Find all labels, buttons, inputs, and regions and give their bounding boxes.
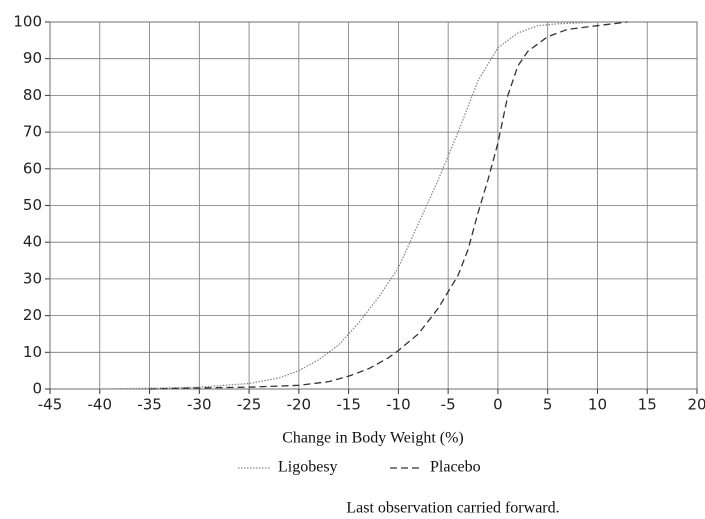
y-tick-label: 10 (23, 343, 42, 361)
y-tick-label: 60 (23, 159, 42, 177)
y-tick-label: 80 (23, 86, 42, 104)
x-tick-label: 5 (543, 396, 553, 414)
x-tick-label: 15 (638, 396, 657, 414)
x-tick-label: -15 (336, 396, 361, 414)
x-tick-label: -10 (386, 396, 411, 414)
series-line (149, 21, 628, 390)
series-line (99, 21, 648, 390)
footnote: Last observation carried forward. (346, 500, 559, 517)
legend-label: Placebo (430, 459, 481, 476)
x-tick-label: -30 (187, 396, 212, 414)
legend-label: Ligobesy (278, 459, 338, 476)
x-tick-label: -45 (38, 396, 63, 414)
x-tick-label: -35 (137, 396, 162, 414)
y-tick-label: 90 (23, 49, 42, 67)
x-tick-label: 20 (687, 396, 705, 414)
y-tick-label: 70 (23, 123, 42, 141)
y-tick-label: 20 (23, 306, 42, 324)
x-tick-label: -25 (237, 396, 262, 414)
x-tick-label: -40 (88, 396, 113, 414)
y-tick-label: 40 (23, 233, 42, 251)
x-tick-label: 0 (493, 396, 503, 414)
y-tick-label: 100 (13, 13, 42, 31)
x-tick-label: -5 (441, 396, 456, 414)
y-tick-label: 50 (23, 196, 42, 214)
x-tick-label: -20 (287, 396, 312, 414)
x-tick-label: 10 (588, 396, 607, 414)
y-tick-label: 30 (23, 269, 42, 287)
x-axis-title: Change in Body Weight (%) (282, 430, 464, 447)
y-tick-label: 0 (32, 380, 42, 398)
